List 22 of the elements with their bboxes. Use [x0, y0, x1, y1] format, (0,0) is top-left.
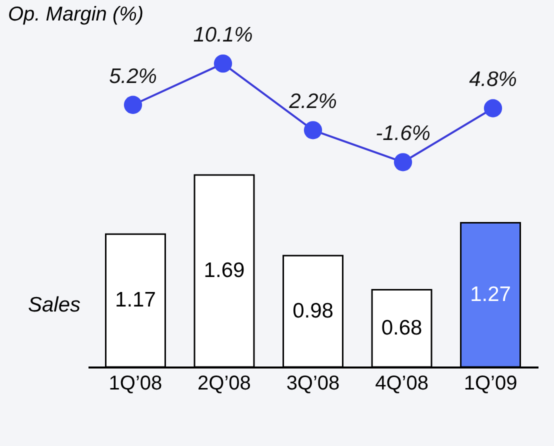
- data-label: 1.17: [115, 288, 156, 312]
- data-label: 0.98: [292, 299, 334, 322]
- data-label: 10.1%: [193, 24, 253, 47]
- x-tick-label: 1Q’08: [108, 372, 162, 394]
- x-tick-label: 3Q’08: [286, 372, 340, 394]
- point: [484, 99, 502, 118]
- y-axis-title: Sales: [28, 294, 81, 316]
- data-label: 0.68: [381, 316, 422, 340]
- point: [214, 54, 232, 73]
- point: [124, 96, 142, 114]
- chart-title: Op. Margin (%): [8, 4, 144, 26]
- x-tick-label: 1Q’09: [464, 372, 518, 394]
- data-label: 4.8%: [469, 68, 517, 92]
- data-label: 2.2%: [288, 90, 337, 114]
- point: [304, 121, 322, 140]
- x-tick-label: 4Q’08: [375, 372, 428, 394]
- data-label: 1.27: [470, 282, 511, 306]
- point: [394, 153, 412, 172]
- data-label: 1.69: [204, 259, 245, 282]
- data-label: -1.6%: [376, 122, 430, 146]
- x-tick-label: 2Q’08: [198, 372, 251, 394]
- data-label: 5.2%: [109, 64, 157, 88]
